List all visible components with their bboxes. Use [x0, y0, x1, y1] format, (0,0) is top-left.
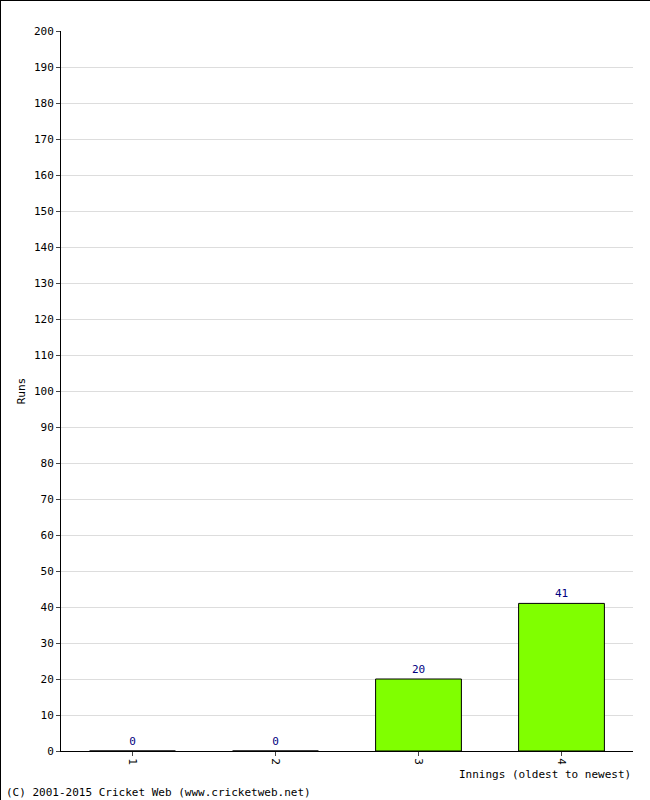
- svg-text:180: 180: [34, 97, 54, 110]
- svg-text:190: 190: [34, 61, 54, 74]
- svg-text:0: 0: [47, 745, 54, 758]
- svg-text:1: 1: [126, 758, 139, 765]
- svg-text:70: 70: [41, 493, 54, 506]
- svg-text:30: 30: [41, 637, 54, 650]
- svg-text:20: 20: [41, 673, 54, 686]
- svg-text:Runs: Runs: [15, 378, 28, 405]
- svg-text:170: 170: [34, 133, 54, 146]
- svg-text:140: 140: [34, 241, 54, 254]
- svg-text:90: 90: [41, 421, 54, 434]
- svg-text:41: 41: [555, 587, 568, 600]
- svg-text:(C) 2001-2015 Cricket Web (www: (C) 2001-2015 Cricket Web (www.cricketwe…: [6, 786, 311, 799]
- svg-text:20: 20: [412, 663, 425, 676]
- svg-text:4: 4: [555, 758, 568, 765]
- svg-text:10: 10: [41, 709, 54, 722]
- svg-text:150: 150: [34, 205, 54, 218]
- svg-text:0: 0: [129, 735, 136, 748]
- svg-text:130: 130: [34, 277, 54, 290]
- svg-text:120: 120: [34, 313, 54, 326]
- svg-text:Innings (oldest to newest): Innings (oldest to newest): [459, 768, 631, 781]
- svg-text:110: 110: [34, 349, 54, 362]
- svg-text:0: 0: [272, 735, 279, 748]
- svg-text:50: 50: [41, 565, 54, 578]
- svg-text:2: 2: [269, 758, 282, 765]
- svg-text:80: 80: [41, 457, 54, 470]
- svg-text:60: 60: [41, 529, 54, 542]
- svg-text:3: 3: [412, 758, 425, 765]
- svg-text:200: 200: [34, 25, 54, 38]
- svg-text:160: 160: [34, 169, 54, 182]
- svg-text:100: 100: [34, 385, 54, 398]
- svg-text:40: 40: [41, 601, 54, 614]
